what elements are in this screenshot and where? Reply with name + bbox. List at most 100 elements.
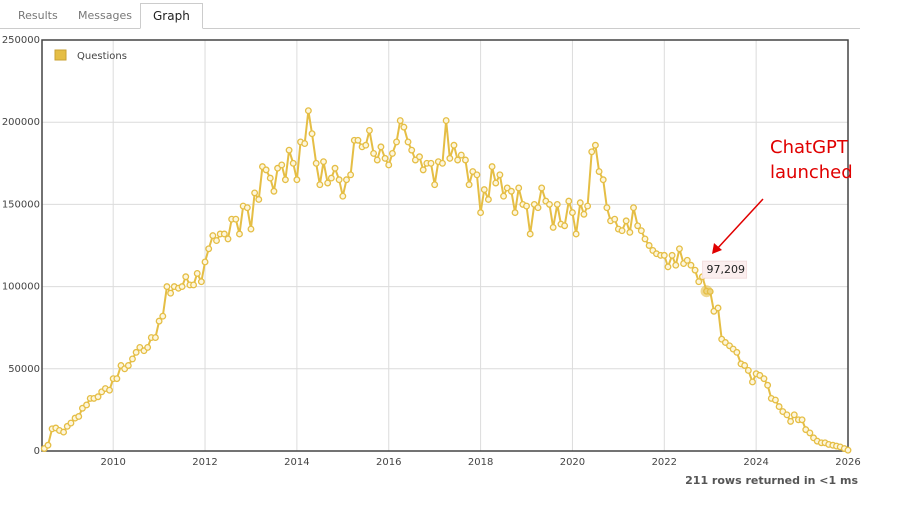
line	[43, 110, 849, 452]
tab[interactable]: Messages	[78, 9, 132, 22]
point	[60, 428, 68, 436]
point	[565, 197, 573, 205]
point	[450, 141, 458, 149]
x-tick-label: 2020	[560, 457, 585, 468]
point	[396, 117, 404, 125]
point	[523, 202, 530, 210]
point	[741, 362, 749, 369]
point	[611, 215, 619, 223]
point	[641, 235, 649, 243]
point	[496, 171, 504, 179]
point	[672, 261, 680, 269]
point	[511, 209, 519, 217]
point	[94, 393, 102, 401]
point	[366, 126, 373, 134]
legend-label: Questions	[77, 51, 127, 62]
point	[339, 192, 347, 200]
point	[243, 204, 251, 212]
tab-bar: Results Messages Graph	[0, 0, 860, 29]
point	[622, 217, 630, 225]
x-tick-label: 2018	[468, 457, 493, 468]
point	[676, 245, 683, 253]
legend-swatch	[54, 49, 67, 61]
point	[439, 159, 446, 167]
point	[247, 225, 255, 233]
point	[695, 278, 703, 286]
point	[151, 334, 159, 342]
point	[197, 278, 205, 286]
point	[714, 304, 722, 312]
y-tick-label: 0	[34, 446, 40, 457]
point	[561, 222, 569, 230]
highlight-point	[700, 285, 713, 298]
point	[201, 258, 209, 266]
point	[155, 317, 163, 325]
point	[190, 281, 198, 289]
point	[312, 159, 320, 167]
point	[591, 141, 599, 149]
point	[431, 181, 439, 189]
point	[404, 138, 412, 146]
point	[553, 200, 561, 208]
point	[281, 176, 289, 184]
point	[75, 413, 83, 420]
point	[343, 176, 350, 184]
point	[488, 163, 496, 171]
point	[320, 158, 327, 166]
point	[760, 375, 768, 383]
point	[67, 419, 75, 427]
tab-active[interactable]: Graph	[140, 3, 203, 29]
point	[764, 381, 772, 389]
point	[515, 184, 523, 192]
point	[473, 171, 481, 179]
point	[308, 130, 316, 138]
point	[377, 143, 385, 151]
point	[232, 215, 240, 223]
point	[178, 283, 186, 291]
point	[645, 242, 653, 249]
point	[580, 210, 588, 218]
point	[159, 312, 167, 320]
tooltip-box	[702, 260, 748, 279]
point	[549, 223, 557, 231]
x-tick-label: 2016	[376, 457, 401, 468]
point	[664, 263, 672, 271]
point	[213, 237, 220, 245]
point	[465, 181, 473, 189]
point	[683, 256, 691, 264]
point	[327, 174, 335, 182]
point	[144, 343, 152, 351]
tooltip-label: 97,209	[707, 263, 746, 276]
point	[446, 154, 454, 162]
point	[576, 199, 584, 207]
point	[132, 348, 140, 356]
plot-frame	[41, 39, 849, 452]
point	[205, 245, 213, 253]
point	[255, 196, 263, 203]
point	[236, 230, 243, 238]
point	[442, 117, 450, 125]
point	[798, 416, 806, 424]
point	[603, 204, 611, 212]
y-tick-label: 250000	[2, 35, 40, 46]
point	[370, 149, 378, 157]
point	[534, 204, 542, 212]
point	[278, 161, 286, 169]
point	[595, 168, 603, 175]
point	[262, 166, 270, 174]
point	[844, 446, 852, 454]
point	[106, 386, 113, 394]
x-tick-label: 2022	[652, 457, 677, 468]
y-tick-label: 200000	[2, 117, 40, 128]
point	[775, 403, 783, 411]
point	[572, 230, 580, 238]
point	[193, 269, 201, 277]
point	[324, 179, 332, 187]
y-tick-label: 50000	[8, 364, 40, 375]
point	[484, 196, 492, 203]
tab[interactable]: Results	[18, 9, 58, 22]
point	[285, 146, 293, 154]
row-count: 211 rows returned in <1 ms	[685, 474, 858, 487]
point	[630, 204, 637, 212]
